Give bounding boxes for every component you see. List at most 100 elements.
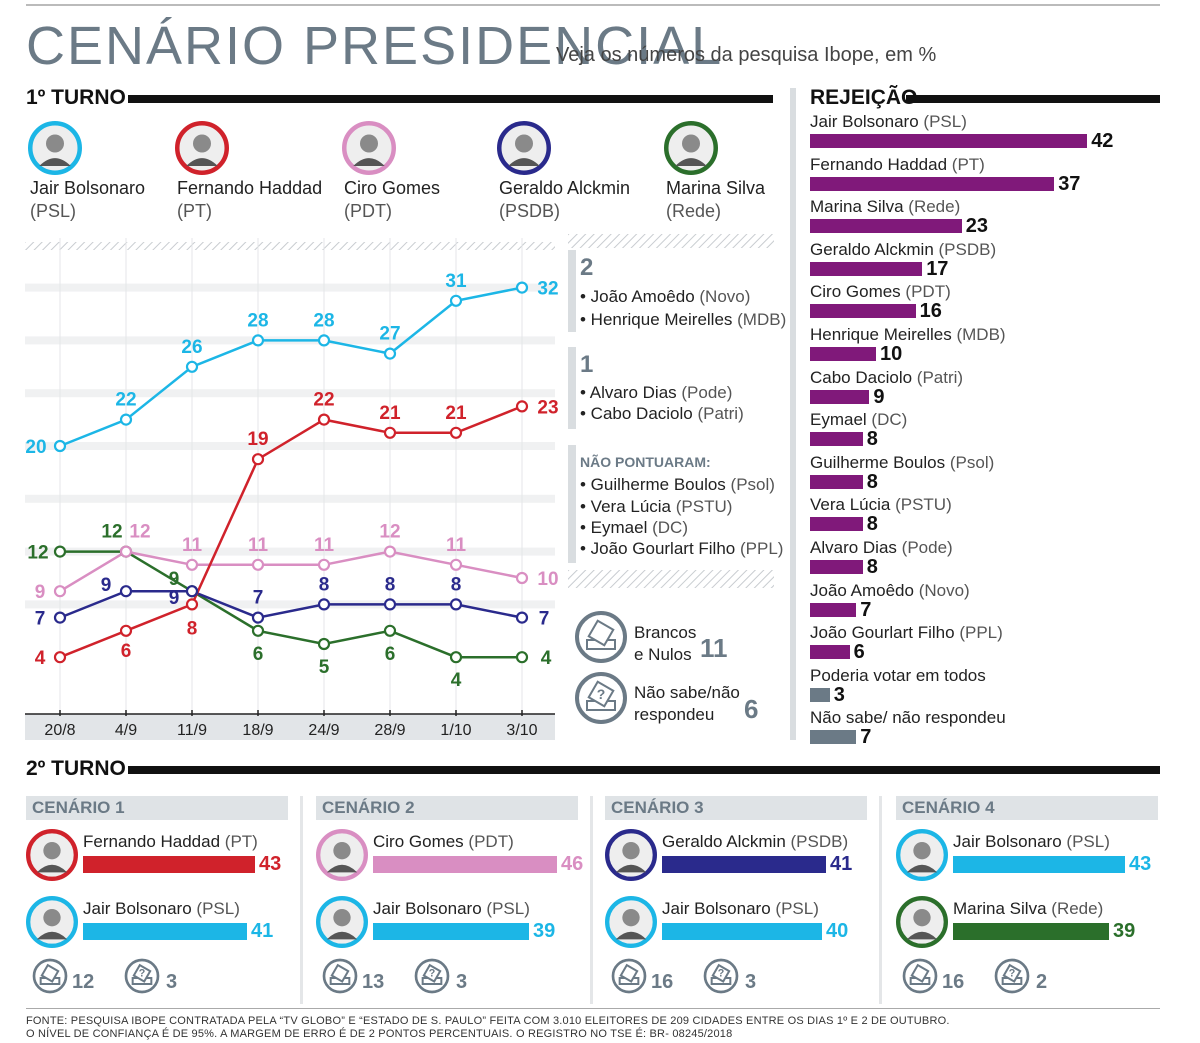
rejection-bar	[810, 219, 962, 234]
scenario-dont-know-value: 3	[745, 971, 757, 993]
scenario-bar	[662, 856, 826, 873]
rejection-bar	[810, 389, 870, 404]
rejection-label: Poderia votar em todos	[810, 666, 986, 686]
rejection-heading: REJEIÇÃO	[810, 86, 918, 109]
not-scored-item-3: • Eymael (DC)	[580, 518, 688, 537]
svg-text:?: ?	[718, 968, 725, 980]
rejection-value: 8	[866, 470, 878, 493]
data-point	[449, 558, 463, 571]
data-label: 6	[385, 644, 396, 665]
chart-hatch	[25, 242, 555, 250]
scenario-candidate-name: Jair Bolsonaro	[953, 832, 1062, 851]
candidate-party: (PSL)	[30, 201, 77, 221]
svg-text:?: ?	[597, 686, 606, 702]
scenario-value: 39	[533, 920, 556, 942]
data-point	[119, 545, 133, 558]
rejection-candidate-name: Não sabe/ não respondeu	[810, 708, 1006, 728]
data-point	[383, 347, 397, 360]
rejection-value: 23	[965, 215, 989, 238]
scenario-bar	[83, 923, 247, 940]
series-line-fernando-haddad	[59, 405, 523, 659]
scenario-value: 39	[1113, 920, 1136, 942]
x-tick-label: 28/9	[374, 722, 405, 739]
rejection-candidate-name: Guilherme Boulos	[810, 452, 946, 472]
data-label: 27	[379, 324, 400, 345]
data-label: 11	[248, 535, 269, 556]
rejection-candidate-party: (MDB)	[956, 325, 1006, 344]
data-point	[119, 624, 133, 637]
rejection-label: Ciro Gomes (PDT)	[810, 282, 951, 302]
side-divider-1	[568, 250, 576, 332]
data-label: 7	[35, 609, 46, 630]
first-round-heading: 1º TURNO	[26, 86, 126, 109]
data-label: 4	[541, 648, 552, 669]
rejection-candidate-name: Poderia votar em todos	[810, 665, 986, 685]
data-point	[383, 624, 397, 637]
dont-know-icon: ?	[414, 958, 450, 999]
scenario-dont-know-value: 3	[456, 971, 468, 993]
data-point	[119, 585, 133, 598]
scenario-candidate-party: (PT)	[224, 832, 258, 851]
scenario-blank-value: 16	[942, 971, 965, 993]
rejection-label: Vera Lúcia (PSTU)	[810, 495, 952, 515]
rejection-bar	[810, 560, 863, 574]
rejection-value: 42	[1091, 130, 1114, 152]
scenario-candidate-avatar	[316, 896, 368, 948]
rejection-candidate-name: Vera Lúcia	[810, 495, 891, 515]
data-label: 4	[451, 670, 462, 691]
rejection-value: 7	[860, 726, 872, 749]
scenario-candidate-label: Jair Bolsonaro (PSL)	[373, 899, 530, 919]
side-group-1-item-1: • João Amoêdo (Novo)	[580, 287, 751, 306]
rejection-label: Henrique Meirelles (MDB)	[810, 325, 1006, 345]
x-tick-label: 4/9	[115, 722, 137, 739]
scenario-value: 40	[826, 920, 849, 942]
scenario-candidate-party: (PDT)	[468, 832, 514, 851]
data-point	[449, 651, 463, 664]
side-group-2-item-2: • Cabo Daciolo (Patri)	[580, 404, 744, 423]
not-scored-title: NÃO PONTUARAM:	[580, 454, 711, 470]
data-label: 7	[539, 609, 550, 630]
candidate-avatar	[342, 121, 396, 175]
candidate-avatar	[175, 121, 229, 175]
scenario-candidate-party: (PSL)	[775, 899, 819, 918]
scenario-bar	[83, 856, 255, 873]
data-label: 4	[35, 648, 46, 669]
scenario-candidate-name: Geraldo Alckmin	[662, 832, 786, 851]
series-line-ciro-gomes	[59, 550, 523, 593]
data-point	[185, 360, 199, 373]
scenario-separator	[300, 796, 303, 1004]
data-point	[515, 400, 529, 413]
rejection-candidate-name: João Gourlart Filho	[810, 623, 955, 643]
data-point	[251, 611, 265, 624]
scenario-bar	[373, 923, 529, 940]
data-point	[515, 571, 529, 585]
data-label: 5	[319, 657, 330, 678]
scenario-separator	[590, 796, 593, 1004]
rejection-candidate-name: Fernando Haddad	[810, 154, 948, 174]
rejection-candidate-name: Cabo Daciolo	[810, 367, 913, 387]
data-label: 6	[121, 641, 132, 662]
scenario-blank-value: 16	[651, 971, 674, 993]
rejection-candidate-name: Alvaro Dias	[810, 538, 897, 557]
rejection-value: 9	[873, 385, 885, 408]
scenario-blank-value: 12	[72, 971, 95, 993]
dont-know-icon: ?	[124, 958, 160, 999]
scenario-candidate-label: Jair Bolsonaro (PSL)	[953, 832, 1110, 852]
data-label: 11	[446, 535, 467, 556]
blank-null-value: 11	[700, 633, 728, 663]
data-point	[383, 426, 397, 439]
rejection-label: Eymael (DC)	[810, 410, 907, 430]
candidate-name: Geraldo Alckmin	[499, 178, 631, 198]
data-point	[383, 598, 397, 611]
scenario-candidate-party: (PSDB)	[790, 832, 849, 851]
x-tick-label: 11/9	[177, 722, 207, 739]
data-point	[317, 637, 331, 651]
rejection-label: Jair Bolsonaro (PSL)	[810, 112, 967, 132]
data-point	[251, 453, 265, 466]
data-point	[251, 558, 265, 571]
scenario-candidate-name: Jair Bolsonaro	[662, 899, 771, 918]
scenario-candidate-avatar	[605, 896, 657, 948]
grid-band	[25, 494, 555, 503]
rejection-bar	[810, 347, 876, 361]
rejection-candidate-party: (Psol)	[949, 452, 995, 472]
